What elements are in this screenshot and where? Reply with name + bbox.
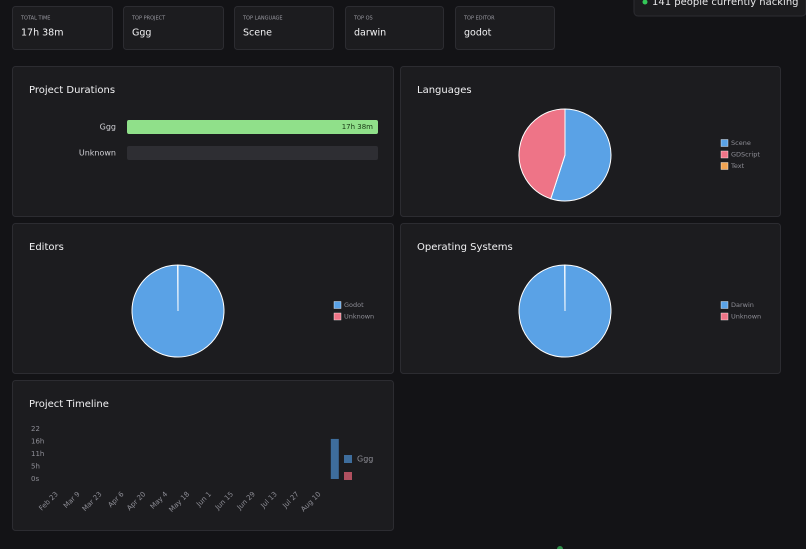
legend-label: Darwin [731, 301, 754, 309]
card-value: darwin [354, 28, 386, 39]
pie-slice [550, 108, 612, 202]
card-label: TOTAL TIME [20, 16, 50, 22]
footer-dot [557, 546, 563, 549]
stat-card [123, 6, 224, 50]
bar [330, 438, 339, 479]
stat-card [345, 6, 444, 50]
legend-swatch [720, 301, 729, 309]
legend-label: Unknown [344, 313, 374, 321]
card-value: godot [464, 28, 492, 39]
card-label: TOP LANGUAGE [242, 16, 283, 22]
status-box [633, 0, 806, 17]
legend-swatch [333, 312, 342, 321]
legend-label: Text [730, 162, 745, 170]
y-tick-label: 22 [31, 425, 40, 433]
stat-card [12, 6, 113, 50]
legend-swatch [344, 472, 352, 480]
legend-swatch [720, 139, 729, 147]
panel-title: Project Durations [29, 85, 115, 96]
panel-title: Editors [29, 242, 64, 253]
card-value: 17h 38m [21, 28, 63, 39]
status-text: 141 people currently hacking [652, 0, 799, 8]
pie-slice [518, 108, 566, 200]
bar-track [127, 146, 378, 160]
legend-swatch [720, 150, 729, 159]
stat-card [234, 6, 334, 50]
panel [12, 380, 394, 531]
legend-label: GDScript [731, 151, 760, 159]
y-tick-label: 0s [31, 475, 39, 483]
panel [12, 66, 394, 217]
y-tick-label: 16h [31, 438, 44, 446]
legend-label: Scene [731, 139, 751, 147]
bar [127, 120, 378, 134]
y-tick-label: 11h [31, 450, 44, 458]
y-tick-label: 5h [31, 463, 40, 471]
card-value: Scene [243, 28, 272, 39]
card-value: Ggg [132, 28, 151, 39]
panel-title: Project Timeline [29, 399, 109, 410]
card-label: TOP EDITOR [463, 16, 495, 22]
bar-value-label: 17h 38m [342, 123, 373, 131]
legend-swatch [344, 455, 352, 463]
card-label: TOP PROJECT [131, 16, 166, 22]
status-dot [642, 0, 648, 5]
stat-card [455, 6, 555, 50]
legend-label: Godot [344, 301, 364, 309]
card-label: TOP OS [353, 16, 373, 22]
legend-label: Ggg [357, 455, 373, 464]
legend-swatch [720, 162, 729, 170]
bar-label: Unknown [79, 149, 116, 158]
panel-title: Operating Systems [417, 242, 513, 253]
legend-label: Unknown [731, 313, 761, 321]
panel-title: Languages [417, 85, 472, 96]
legend-swatch [720, 312, 729, 321]
bar-label: Ggg [100, 123, 116, 132]
legend-swatch [333, 301, 342, 309]
